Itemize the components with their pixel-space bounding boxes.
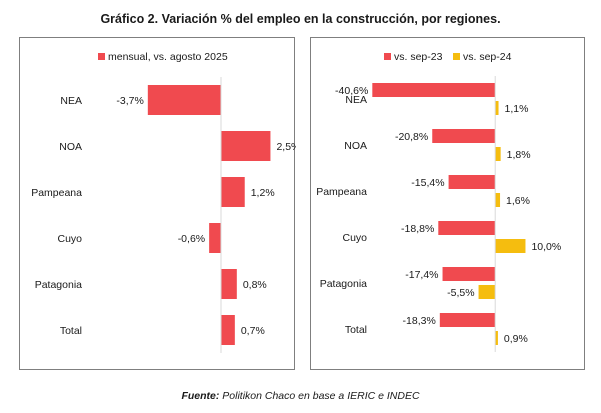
bar-patagonia-vs-sep-23: [442, 267, 496, 281]
bar-nea-vs-sep-24: [495, 101, 499, 115]
data-label-noa-vs-sep-24: 1,8%: [507, 149, 531, 161]
category-label-total: Total: [345, 324, 367, 336]
bar-pampeana-mensual-vs-agosto-2025: [221, 177, 245, 207]
legend-swatch-mensual-vs-agosto-2025: [98, 53, 105, 60]
data-label-total-vs-sep-23: -18,3%: [403, 315, 436, 327]
data-label-total-mensual-vs-agosto-2025: 0,7%: [241, 325, 265, 337]
data-label-cuyo-vs-sep-23: -18,8%: [401, 223, 434, 235]
category-label-nea: NEA: [345, 94, 367, 106]
legend-label-vs-sep-24: vs. sep-24: [463, 51, 512, 63]
data-label-nea-vs-sep-24: 1,1%: [505, 103, 529, 115]
bar-noa-vs-sep-24: [495, 147, 501, 161]
category-label-patagonia: Patagonia: [320, 278, 367, 290]
source-text: Politikon Chaco en base a IERIC e INDEC: [219, 390, 420, 402]
category-label-noa: NOA: [344, 140, 367, 152]
data-label-noa-vs-sep-23: -20,8%: [395, 131, 428, 143]
category-label-pampeana: Pampeana: [316, 186, 367, 198]
chart-yearly: vs. sep-23 vs. sep-24 NEA-40,6% 1,1% NOA -20,…: [316, 51, 561, 352]
chart-panel-yearly: vs. sep-23 vs. sep-24 NEA -40,6% 1,1% NOA -20,…: [310, 37, 585, 370]
chart-panel-monthly: mensual, vs. agosto 2025 NEA -3,7% NOA 2,5% P…: [19, 37, 296, 370]
bar-cuyo-vs-sep-24: [495, 239, 526, 253]
bar-total-mensual-vs-agosto-2025: [221, 315, 235, 345]
chart-title: Gráfico 2. Variación % del empleo en la …: [100, 12, 501, 26]
data-label-patagonia-vs-sep-23: -17,4%: [405, 269, 438, 281]
category-label-cuyo: Cuyo: [57, 233, 82, 245]
data-label-nea-vs-sep-23: -40,6%: [335, 85, 368, 97]
data-label-patagonia-vs-sep-24: -5,5%: [447, 287, 474, 299]
bar-nea-vs-sep-23: [372, 83, 496, 97]
bar-patagonia-mensual-vs-agosto-2025: [221, 269, 237, 299]
bar-cuyo-vs-sep-23: [438, 221, 496, 235]
category-label-noa: NOA: [59, 141, 82, 153]
data-label-cuyo-mensual-vs-agosto-2025: -0,6%: [178, 233, 205, 245]
legend-label-vs-sep-23: vs. sep-23: [394, 51, 443, 63]
data-label-pampeana-vs-sep-23: -15,4%: [411, 177, 444, 189]
bar-patagonia-vs-sep-24: [478, 285, 496, 299]
category-label-nea: NEA: [60, 95, 82, 107]
data-label-cuyo-vs-sep-24: 10,0%: [531, 241, 561, 253]
legend-swatch-vs-sep-23: [384, 53, 391, 60]
bar-total-vs-sep-23: [439, 313, 496, 327]
legend-label-mensual-vs-agosto-2025: mensual, vs. agosto 2025: [108, 51, 228, 63]
bar-pampeana-vs-sep-23: [448, 175, 496, 189]
bar-nea-mensual-vs-agosto-2025: [147, 85, 221, 115]
data-label-pampeana-mensual-vs-agosto-2025: 1,2%: [251, 187, 275, 199]
category-label-cuyo: Cuyo: [342, 232, 367, 244]
data-label-pampeana-vs-sep-24: 1,6%: [506, 195, 530, 207]
bar-cuyo-mensual-vs-agosto-2025: [209, 223, 221, 253]
bar-total-vs-sep-24: [495, 331, 498, 345]
category-label-pampeana: Pampeana: [31, 187, 82, 199]
source-note: Fuente: Politikon Chaco en base a IERIC …: [0, 390, 601, 402]
bar-pampeana-vs-sep-24: [495, 193, 501, 207]
source-prefix: Fuente:: [181, 390, 220, 402]
legend-swatch-vs-sep-24: [453, 53, 460, 60]
data-label-total-vs-sep-24: 0,9%: [504, 333, 528, 345]
data-label-noa-mensual-vs-agosto-2025: 2,5%: [276, 141, 296, 153]
category-label-patagonia: Patagonia: [35, 279, 82, 291]
data-label-patagonia-mensual-vs-agosto-2025: 0,8%: [243, 279, 267, 291]
bar-noa-vs-sep-23: [432, 129, 496, 143]
chart-monthly: mensual, vs. agosto 2025 NEA -3,7% NOA 2,5% P…: [31, 51, 296, 353]
category-label-total: Total: [60, 325, 82, 337]
bar-noa-mensual-vs-agosto-2025: [221, 131, 271, 161]
data-label-nea-mensual-vs-agosto-2025: -3,7%: [116, 95, 143, 107]
